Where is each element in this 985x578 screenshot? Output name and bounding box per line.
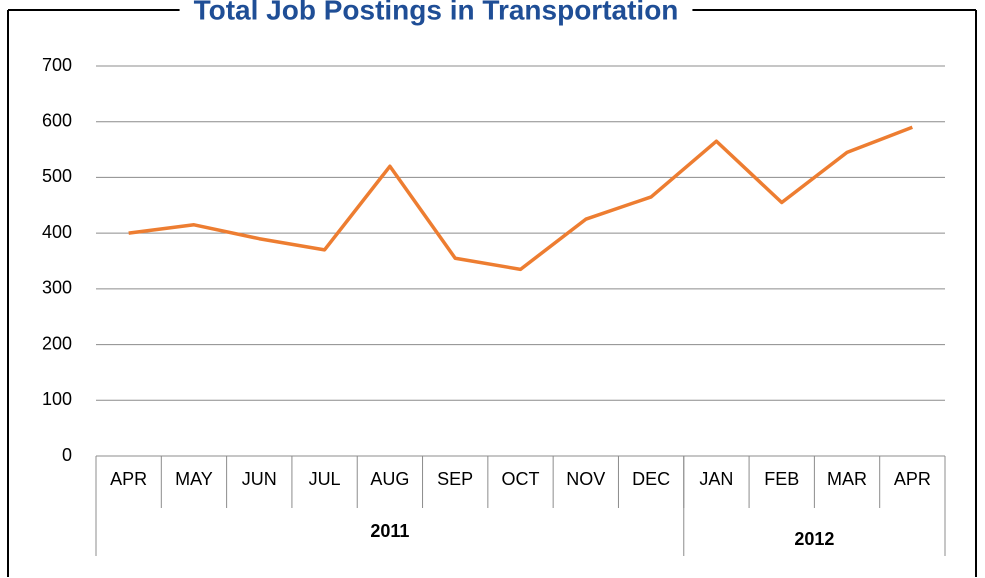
x-tick-label: NOV [566, 469, 605, 489]
x-tick-label: JAN [699, 469, 733, 489]
x-tick-label: SEP [437, 469, 473, 489]
y-tick-label: 400 [42, 222, 72, 242]
chart-title: Total Job Postings in Transportation [194, 0, 679, 25]
x-tick-label: MAY [175, 469, 213, 489]
x-tick-label: JUL [309, 469, 341, 489]
x-tick-label: DEC [632, 469, 670, 489]
y-tick-label: 300 [42, 278, 72, 298]
x-tick-label: OCT [502, 469, 540, 489]
x-tick-label: AUG [370, 469, 409, 489]
x-tick-label: FEB [764, 469, 799, 489]
y-tick-label: 500 [42, 166, 72, 186]
y-tick-label: 200 [42, 333, 72, 353]
line-series [128, 125, 913, 272]
group-label: 2012 [794, 529, 834, 549]
group-label: 2011 [370, 521, 409, 541]
y-tick-label: 100 [42, 389, 72, 409]
y-tick-label: 700 [42, 55, 72, 75]
x-tick-label: APR [894, 469, 931, 489]
x-tick-label: MAR [827, 469, 867, 489]
y-tick-label: 0 [62, 445, 72, 465]
x-tick-label: APR [110, 469, 147, 489]
y-tick-label: 600 [42, 110, 72, 130]
x-tick-label: JUN [242, 469, 277, 489]
